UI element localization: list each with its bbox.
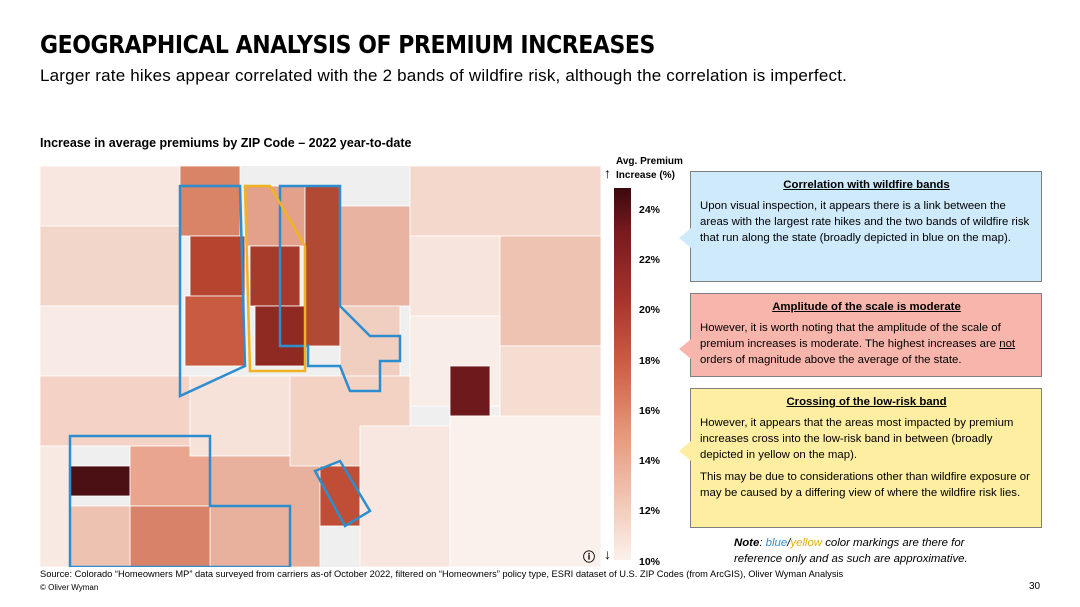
legend-tick: 20%	[639, 304, 661, 316]
page-number: 30	[1029, 581, 1041, 592]
legend-color-scale	[614, 188, 631, 560]
legend-tick: 10%	[639, 556, 661, 568]
callout-body: Upon visual inspection, it appears there…	[700, 200, 1030, 244]
copyright: © Oliver Wyman	[40, 583, 99, 592]
zip-regions	[40, 166, 601, 567]
legend-tick: 14%	[639, 455, 661, 467]
source-footnote: Source: Colorado “Homeowners MP” data su…	[40, 569, 844, 579]
callout-wildfire-correlation: Correlation with wildfire bands Upon vis…	[679, 171, 1042, 282]
callout-body: However, it appears that the areas most …	[700, 417, 1014, 461]
callout-body-underlined: not	[999, 338, 1016, 350]
callout-body-part: orders of magnitude above the average of…	[700, 354, 962, 366]
callout-heading: Crossing of the low-risk band	[786, 396, 947, 408]
note-rest: color markings are there for	[822, 537, 965, 549]
callout-scale-amplitude: Amplitude of the scale is moderate Howev…	[679, 293, 1042, 377]
page-subtitle: Larger rate hikes appear correlated with…	[40, 66, 848, 85]
note-blue: blue	[765, 537, 788, 549]
legend-title-line1: Avg. Premium	[616, 156, 683, 167]
callout-pointer	[679, 339, 691, 359]
callout-body-2: This may be due to considerations other …	[700, 471, 1030, 499]
callout-body-part: However, it is worth noting that the amp…	[700, 322, 1001, 350]
callout-body: However, it is worth noting that the amp…	[700, 320, 1033, 368]
legend-title: Avg. Premium Increase (%)	[616, 155, 683, 183]
map-canvas	[40, 166, 601, 567]
reference-note: Note: blue/yellow color markings are the…	[734, 535, 968, 567]
info-icon[interactable]: ⓘ	[583, 550, 596, 564]
note-line2: reference only and as such are approxima…	[734, 553, 968, 565]
legend-tick: 18%	[639, 355, 661, 367]
legend-tick: 12%	[639, 505, 661, 517]
callout-pointer	[679, 441, 691, 461]
note-yellow: yellow	[790, 537, 823, 549]
page-title: GEOGRAPHICAL ANALYSIS OF PREMIUM INCREAS…	[40, 30, 655, 59]
choropleth-map[interactable]	[40, 166, 601, 567]
callout-pointer	[679, 228, 691, 248]
arrow-up-icon: ↑	[604, 165, 611, 181]
callout-heading: Correlation with wildfire bands	[783, 179, 950, 191]
legend-title-line2: Increase (%)	[616, 170, 675, 181]
callout-low-risk-band: Crossing of the low-risk band However, i…	[679, 388, 1042, 528]
arrow-down-icon: ↓	[604, 546, 611, 562]
callout-heading: Amplitude of the scale is moderate	[772, 301, 961, 313]
legend-tick: 22%	[639, 254, 661, 266]
note-label: Note	[734, 537, 760, 549]
legend-tick: 16%	[639, 405, 661, 417]
map-title: Increase in average premiums by ZIP Code…	[40, 136, 412, 150]
legend-tick: 24%	[639, 204, 661, 216]
note-slash: /	[787, 537, 791, 549]
note-sep: :	[759, 537, 766, 549]
